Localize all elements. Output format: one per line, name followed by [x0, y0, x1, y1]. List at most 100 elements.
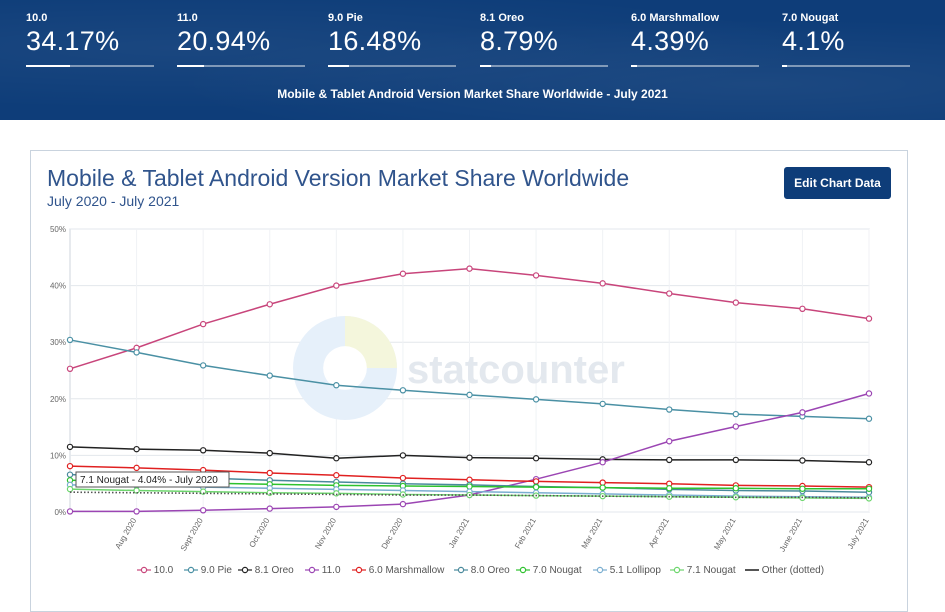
stat-bar — [782, 65, 910, 67]
data-point — [666, 438, 673, 445]
legend-swatch-icon — [454, 566, 468, 574]
legend-swatch-icon — [745, 569, 759, 572]
legend-item[interactable]: 8.1 Oreo — [238, 565, 294, 576]
data-point — [133, 464, 140, 472]
data-point — [732, 456, 740, 464]
data-point — [532, 478, 540, 485]
data-point — [532, 272, 540, 279]
data-point — [466, 454, 473, 461]
data-point — [399, 387, 407, 394]
stat-bar — [480, 65, 608, 67]
tooltip-text: 7.1 Nougat - 4.04% - July 2020 — [80, 475, 218, 486]
series-line — [69, 491, 870, 499]
legend-label: 7.1 Nougat — [684, 565, 736, 576]
legend-item[interactable]: 5.1 Lollipop — [593, 565, 661, 576]
legend-item[interactable]: 9.0 Pie — [184, 565, 232, 576]
data-point — [266, 449, 273, 457]
legend-label: 5.1 Lollipop — [607, 565, 661, 576]
x-tick-label: May 2021 — [712, 516, 738, 551]
data-point — [865, 459, 873, 466]
data-point — [799, 457, 806, 464]
y-tick-label: 0% — [54, 508, 66, 517]
data-point — [333, 382, 340, 389]
legend-swatch-icon — [516, 566, 530, 574]
legend-label: 10.0 — [151, 565, 174, 576]
stat-bar-fill — [26, 65, 70, 67]
data-point — [865, 415, 873, 422]
x-tick-label: Oct 2020 — [247, 516, 271, 549]
data-point — [666, 406, 673, 413]
legend-swatch-icon — [352, 566, 366, 574]
watermark-text: statcounter — [407, 348, 625, 392]
data-point — [532, 396, 540, 403]
legend-label: 8.0 Oreo — [468, 565, 510, 576]
data-point — [865, 315, 873, 322]
stat-label: 10.0 — [26, 12, 48, 24]
stat-value: 34.17% — [26, 26, 120, 56]
x-tick-label: Jan 2021 — [447, 516, 472, 549]
data-point — [66, 365, 74, 373]
data-point — [466, 483, 473, 490]
data-point — [732, 410, 740, 418]
legend-swatch-icon — [184, 566, 198, 574]
data-point — [599, 479, 606, 486]
data-point — [333, 282, 340, 289]
legend-item[interactable]: 7.1 Nougat — [670, 565, 736, 576]
legend-swatch-icon — [670, 566, 684, 574]
stat-block: 8.1 Oreo 8.79% — [480, 12, 608, 67]
legend-item[interactable]: 11.0 — [305, 565, 341, 576]
legend-item[interactable]: 7.0 Nougat — [516, 565, 582, 576]
data-point — [66, 485, 74, 493]
y-tick-label: 20% — [50, 395, 66, 404]
header-banner: 10.0 34.17% 11.0 20.94% 9.0 Pie 16.48% 8… — [0, 0, 945, 120]
data-point — [266, 301, 273, 308]
data-point — [199, 507, 207, 514]
data-point — [865, 485, 873, 492]
stat-bar-fill — [177, 65, 204, 67]
x-tick-label: June 2021 — [778, 516, 805, 553]
data-point — [133, 445, 140, 453]
stat-value: 16.48% — [328, 26, 422, 56]
tooltip-box — [75, 471, 230, 488]
stat-block: 7.0 Nougat 4.1% — [782, 12, 910, 67]
stat-bar-fill — [782, 65, 788, 67]
stat-block: 6.0 Marshmallow 4.39% — [631, 12, 759, 67]
data-point — [399, 452, 407, 459]
stat-label: 7.0 Nougat — [782, 12, 839, 24]
legend-item[interactable]: 8.0 Oreo — [454, 565, 510, 576]
data-point — [466, 476, 473, 483]
data-point — [199, 320, 207, 328]
edit-chart-data-button[interactable]: Edit Chart Data — [784, 167, 891, 199]
stat-bar-fill — [328, 65, 350, 67]
legend-item[interactable]: 6.0 Marshmallow — [352, 565, 444, 576]
data-point — [399, 474, 407, 482]
data-point — [466, 265, 473, 272]
stat-bar-fill — [631, 65, 637, 67]
legend-item[interactable]: 10.0 — [137, 565, 173, 576]
data-point — [266, 505, 273, 512]
data-point — [66, 471, 74, 478]
chart-title: Mobile & Tablet Android Version Market S… — [47, 165, 630, 191]
stat-bar — [328, 65, 456, 67]
legend-swatch-icon — [305, 566, 319, 574]
stat-label: 6.0 Marshmallow — [631, 12, 720, 24]
data-point — [799, 409, 806, 416]
stat-value: 8.79% — [480, 26, 559, 56]
y-tick-label: 50% — [50, 225, 66, 234]
data-point — [666, 290, 673, 297]
data-point — [732, 299, 740, 306]
x-tick-label: Apr 2021 — [647, 516, 671, 549]
stat-block: 10.0 34.17% — [26, 12, 154, 67]
stat-bar — [631, 65, 759, 67]
x-tick-label: July 2021 — [846, 516, 871, 551]
legend-label: Other (dotted) — [759, 565, 825, 576]
stat-bar-fill — [480, 65, 492, 67]
data-point — [599, 280, 606, 287]
legend-label: 9.0 Pie — [198, 565, 232, 576]
data-point — [133, 508, 140, 515]
legend-item[interactable]: Other (dotted) — [745, 565, 824, 576]
data-point — [466, 391, 473, 399]
data-point — [199, 362, 207, 369]
stat-block: 9.0 Pie 16.48% — [328, 12, 456, 67]
data-point — [666, 456, 673, 464]
